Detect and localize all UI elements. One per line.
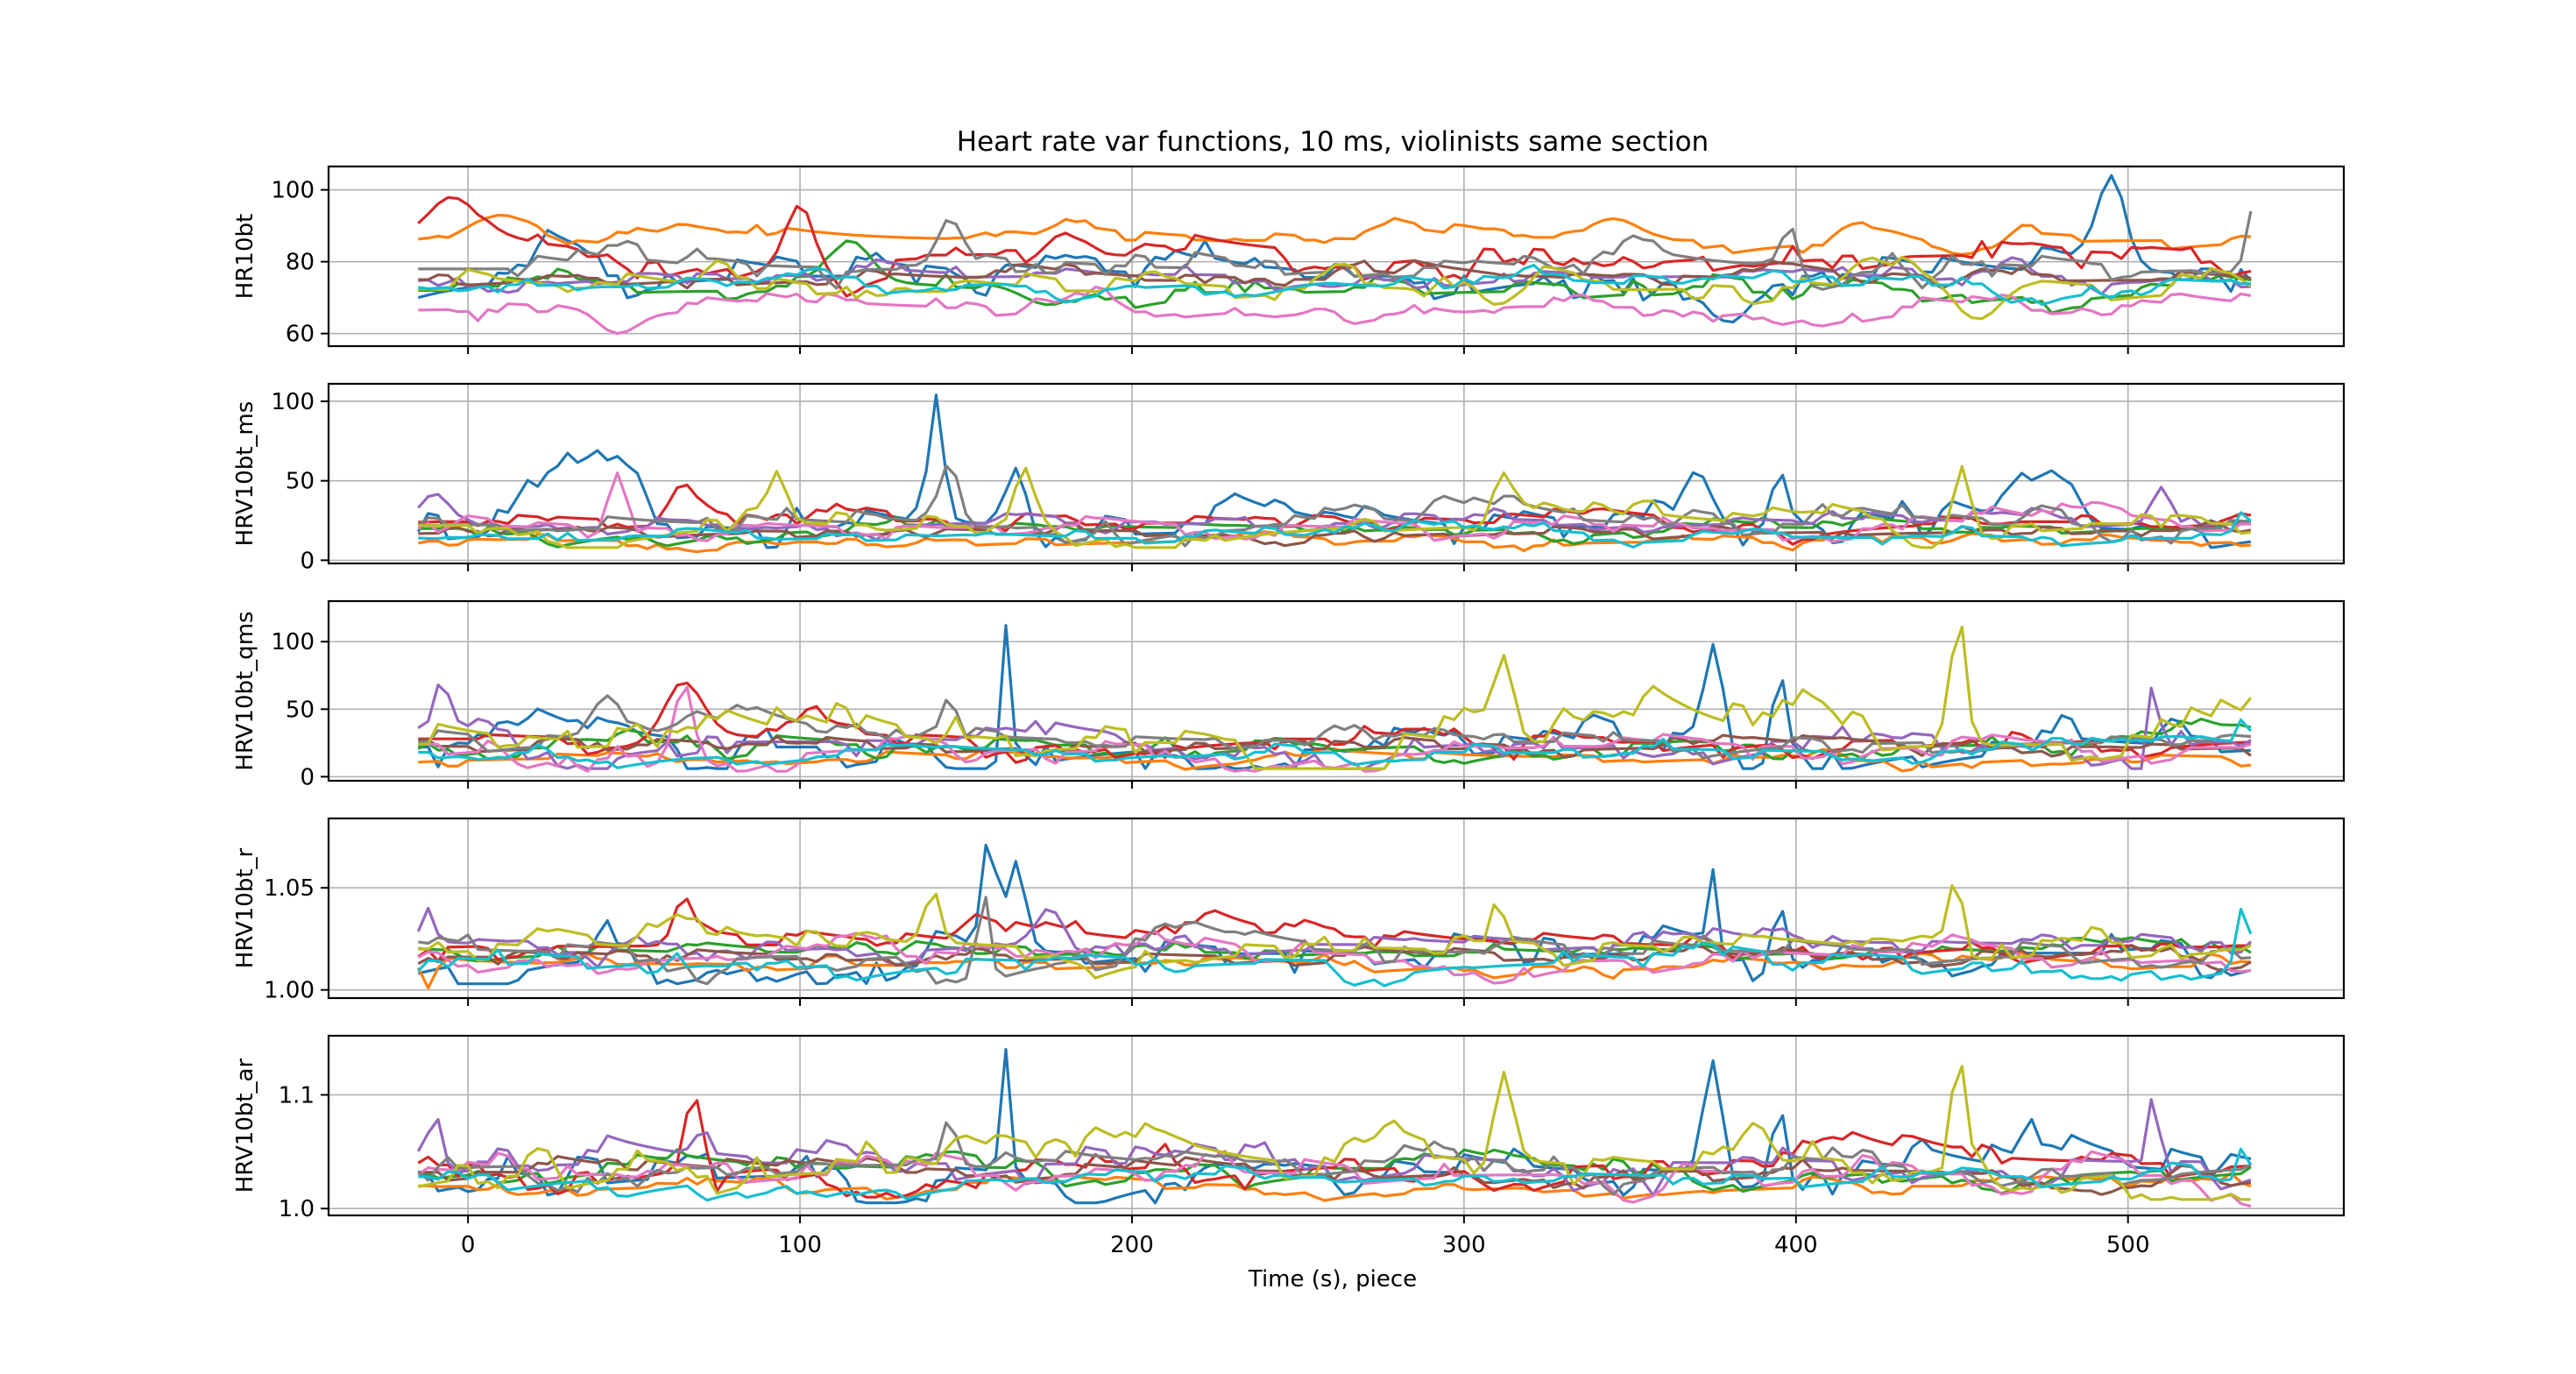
series-line-7 bbox=[417, 471, 2251, 543]
axes-frame bbox=[327, 599, 2346, 783]
series-line-1 bbox=[418, 1048, 2252, 1205]
subplot-5: 0 100 200 300 400 500 1.0 1.1 HRV10bt_ar bbox=[232, 1034, 2346, 1258]
y-axis-label: HRV10bt_qms bbox=[232, 611, 258, 770]
y-tick-label: 0 bbox=[300, 548, 315, 574]
x-tick-label: 100 bbox=[778, 1232, 822, 1258]
series-line-6 bbox=[417, 944, 2252, 973]
y-tick-label: 100 bbox=[271, 629, 315, 655]
y-tick-label: 1.1 bbox=[279, 1082, 315, 1108]
subplot-2: 0 50 100 HRV10bt_ms bbox=[232, 382, 2346, 574]
y-tick-label: 60 bbox=[286, 322, 315, 348]
series-line-6 bbox=[418, 733, 2252, 759]
y-axis-label: HR10bt bbox=[232, 214, 258, 299]
y-tick-label: 1.0 bbox=[279, 1196, 315, 1222]
subplot-stack: 60 80 100 HR10bt 0 50 100 HRV10bt_ms 0 50 100 HRV10… bbox=[232, 165, 2346, 1258]
series-line-3 bbox=[418, 239, 2252, 315]
y-tick-label: 1.00 bbox=[264, 978, 315, 1004]
axes-frame bbox=[327, 165, 2346, 348]
series-line-9 bbox=[418, 464, 2252, 549]
series-line-1 bbox=[418, 624, 2251, 770]
axes-frame bbox=[327, 817, 2346, 1000]
series-line-7 bbox=[418, 285, 2252, 336]
y-tick-label: 80 bbox=[286, 250, 315, 276]
x-tick-label: 500 bbox=[2106, 1232, 2150, 1258]
y-tick-label: 100 bbox=[271, 389, 315, 415]
series-line-4 bbox=[417, 897, 2251, 965]
y-tick-label: 50 bbox=[286, 697, 315, 723]
series-line-9 bbox=[418, 255, 2252, 321]
series-line-2 bbox=[418, 214, 2251, 256]
y-tick-label: 50 bbox=[286, 469, 315, 495]
y-tick-label: 0 bbox=[300, 764, 315, 790]
figure-title: Heart rate var functions, 10 ms, violini… bbox=[957, 126, 1709, 158]
x-tick-label: 200 bbox=[1110, 1232, 1154, 1258]
series-line-10 bbox=[418, 1147, 2253, 1202]
x-axis-label: Time (s), piece bbox=[1248, 1266, 1417, 1293]
y-tick-label: 1.05 bbox=[264, 875, 315, 902]
series-line-10 bbox=[417, 907, 2253, 988]
series-line-6 bbox=[418, 259, 2252, 290]
y-tick-label: 100 bbox=[271, 178, 315, 204]
axes-frame bbox=[327, 382, 2346, 565]
series-line-7 bbox=[417, 930, 2252, 985]
series-line-9 bbox=[417, 1065, 2251, 1201]
series-line-10 bbox=[418, 719, 2253, 769]
subplot-3: 0 50 100 HRV10bt_qms bbox=[232, 599, 2346, 790]
series-line-10 bbox=[418, 511, 2252, 549]
series-line-9 bbox=[418, 625, 2253, 770]
series-line-10 bbox=[418, 264, 2251, 306]
y-axis-label: HRV10bt_ms bbox=[232, 401, 258, 547]
y-axis-label: HRV10bt_r bbox=[232, 847, 258, 968]
x-tick-label: 400 bbox=[1774, 1232, 1818, 1258]
series-line-9 bbox=[418, 883, 2252, 980]
x-tick-label: 300 bbox=[1442, 1232, 1486, 1258]
subplot-1: 60 80 100 HR10bt bbox=[232, 165, 2346, 354]
y-axis-label: HRV10bt_ar bbox=[232, 1059, 258, 1193]
series-line-2 bbox=[417, 530, 2251, 554]
x-tick-label: 0 bbox=[461, 1232, 476, 1258]
axes-frame bbox=[327, 1034, 2346, 1217]
